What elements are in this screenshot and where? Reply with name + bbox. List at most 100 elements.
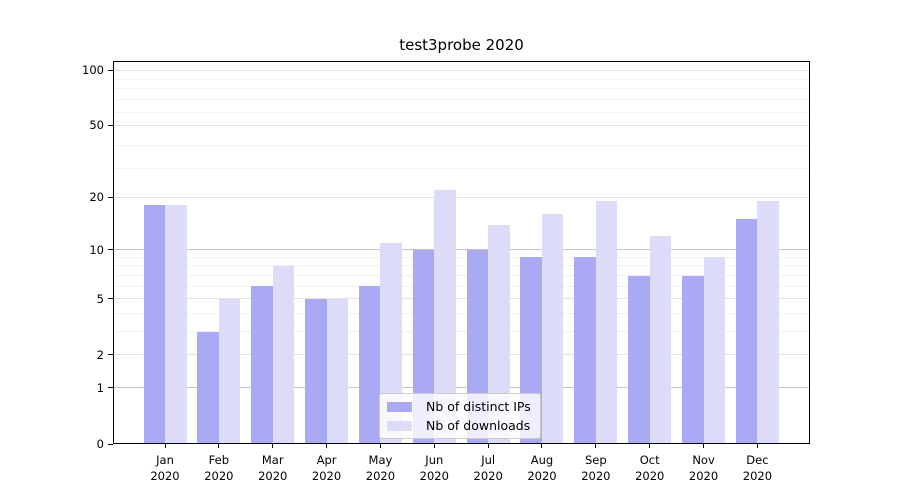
y-tick-mark-0	[108, 443, 113, 445]
x-tick-label-jan: Jan 2020	[133, 452, 197, 484]
bar-distinct-ips-apr	[305, 298, 327, 444]
bar-distinct-ips-sep	[574, 257, 596, 444]
y-tick-label-2: 2	[96, 347, 104, 362]
y-tick-label-5: 5	[96, 291, 104, 306]
gridline-10	[113, 249, 810, 251]
x-tick-label-aug: Aug 2020	[510, 452, 574, 484]
legend: Nb of distinct IPs Nb of downloads	[379, 393, 541, 439]
x-tick-mark-mar	[272, 444, 274, 448]
x-tick-mark-feb	[218, 444, 220, 448]
x-tick-mark-sep	[595, 444, 597, 448]
gridline-9	[113, 256, 810, 258]
y-tick-label-100: 100	[82, 63, 104, 78]
gridline-4	[113, 313, 810, 315]
bar-distinct-ips-oct	[628, 275, 650, 444]
legend-swatch-downloads	[387, 420, 412, 431]
x-tick-label-apr: Apr 2020	[295, 452, 359, 484]
x-tick-month: Sep	[585, 453, 607, 467]
y-tick-mark-5	[108, 298, 113, 300]
x-tick-mark-jun	[433, 444, 435, 448]
gridline-6	[113, 285, 810, 287]
x-tick-month: Feb	[208, 453, 230, 467]
y-tick-mark-20	[108, 196, 113, 198]
x-tick-label-jun: Jun 2020	[402, 452, 466, 484]
x-tick-month: Jul	[481, 453, 496, 467]
x-tick-month: Jun	[425, 453, 444, 467]
bar-distinct-ips-nov	[682, 275, 704, 444]
bar-distinct-ips-dec	[735, 219, 758, 444]
x-tick-month: Apr	[316, 453, 337, 467]
x-tick-month: May	[368, 453, 393, 467]
y-tick-label-1: 1	[96, 380, 104, 395]
x-tick-year: 2020	[258, 469, 288, 483]
gridline-1	[113, 387, 810, 389]
x-tick-label-nov: Nov 2020	[672, 452, 736, 484]
x-tick-label-mar: Mar 2020	[241, 452, 305, 484]
x-tick-label-oct: Oct 2020	[618, 452, 682, 484]
bar-downloads-jul	[488, 224, 510, 444]
y-tick-mark-10	[108, 249, 113, 251]
bar-downloads-oct	[649, 236, 672, 444]
x-tick-label-jul: Jul 2020	[456, 452, 520, 484]
y-tick-mark-100	[108, 69, 113, 71]
bar-downloads-jan	[165, 205, 187, 444]
x-tick-year: 2020	[204, 469, 234, 483]
bar-distinct-ips-mar	[251, 286, 273, 444]
x-tick-mark-dec	[756, 444, 758, 448]
x-tick-month: Mar	[261, 453, 284, 467]
x-tick-mark-oct	[649, 444, 651, 448]
x-tick-year: 2020	[527, 469, 557, 483]
legend-item-distinct-ips: Nb of distinct IPs	[387, 399, 531, 414]
gridline-39	[113, 144, 810, 146]
gridline-79	[113, 88, 810, 90]
gridline-59	[113, 111, 810, 113]
x-tick-year: 2020	[419, 469, 449, 483]
gridline-29	[113, 167, 810, 169]
bar-distinct-ips-jan	[143, 205, 165, 444]
gridline-69	[113, 99, 810, 101]
x-tick-month: Dec	[746, 453, 769, 467]
x-tick-label-sep: Sep 2020	[564, 452, 628, 484]
x-tick-year: 2020	[581, 469, 611, 483]
x-tick-month: Oct	[639, 453, 660, 467]
gridline-50	[113, 124, 810, 126]
x-tick-year: 2020	[473, 469, 503, 483]
gridline-5	[113, 298, 810, 300]
x-tick-month: Aug	[530, 453, 554, 467]
bar-downloads-mar	[272, 266, 295, 444]
x-tick-mark-may	[379, 444, 381, 448]
bar-distinct-ips-feb	[197, 331, 219, 444]
x-tick-year: 2020	[365, 469, 396, 483]
bar-downloads-nov	[703, 257, 726, 444]
bar-downloads-feb	[218, 298, 241, 444]
x-tick-year: 2020	[150, 469, 180, 483]
gridline-2	[113, 354, 810, 356]
bar-downloads-sep	[595, 201, 618, 444]
gridline-8	[113, 265, 810, 267]
x-tick-mark-apr	[326, 444, 328, 448]
legend-swatch-distinct-ips	[387, 401, 412, 412]
bar-downloads-dec	[757, 201, 779, 444]
x-tick-year: 2020	[742, 469, 773, 483]
bar-downloads-jun	[434, 189, 456, 444]
x-tick-mark-nov	[703, 444, 705, 448]
legend-item-downloads: Nb of downloads	[387, 418, 531, 433]
y-tick-mark-2	[108, 354, 113, 356]
bar-downloads-aug	[541, 214, 564, 444]
plot-area	[113, 61, 810, 444]
x-tick-month: Jan	[156, 453, 174, 467]
x-tick-month: Nov	[692, 453, 715, 467]
y-tick-mark-1	[108, 387, 113, 389]
chart-title: test3probe 2020	[399, 36, 524, 54]
gridline-7	[113, 275, 810, 277]
x-tick-year: 2020	[688, 469, 719, 483]
y-tick-label-20: 20	[89, 190, 104, 205]
legend-label-downloads: Nb of downloads	[426, 418, 531, 433]
y-tick-label-10: 10	[89, 242, 104, 257]
y-tick-label-50: 50	[89, 118, 104, 133]
x-tick-mark-jan	[164, 444, 166, 448]
y-tick-mark-50	[108, 124, 113, 126]
gridline-100	[113, 69, 810, 71]
x-tick-label-feb: Feb 2020	[187, 452, 251, 484]
